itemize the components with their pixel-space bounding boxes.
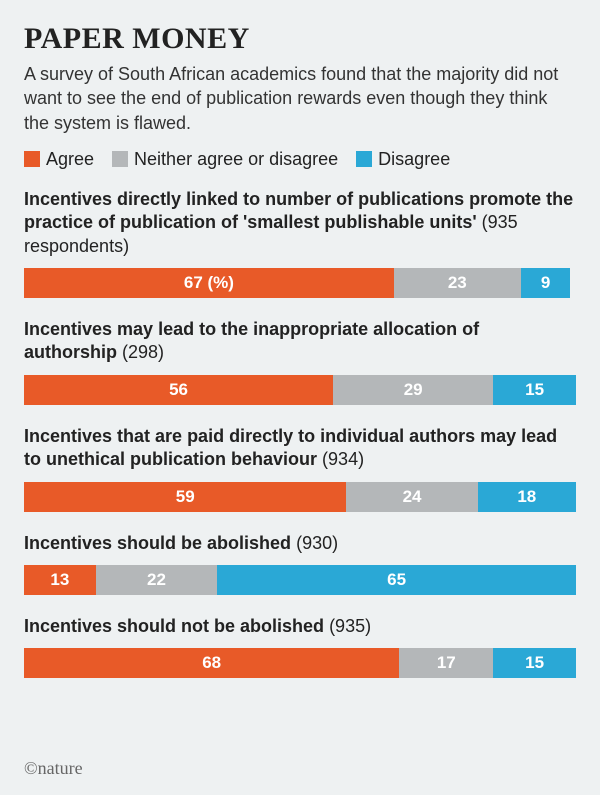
question-statement: Incentives that are paid directly to ind…	[24, 426, 557, 469]
bar-segment-disagree: 9	[521, 268, 571, 298]
legend-disagree: Disagree	[356, 149, 450, 170]
question-statement: Incentives should be abolished	[24, 533, 291, 553]
legend-agree-swatch	[24, 151, 40, 167]
stacked-bar: 592418	[24, 482, 576, 512]
question-statement: Incentives may lead to the inappropriate…	[24, 319, 479, 362]
question-text: Incentives may lead to the inappropriate…	[24, 318, 576, 365]
question-block: Incentives that are paid directly to ind…	[24, 425, 576, 512]
bar-segment-agree: 67 (%)	[24, 268, 394, 298]
question-block: Incentives directly linked to number of …	[24, 188, 576, 298]
stacked-bar: 681715	[24, 648, 576, 678]
bar-segment-agree: 13	[24, 565, 96, 595]
bar-segment-disagree: 15	[493, 648, 576, 678]
legend-neither-swatch	[112, 151, 128, 167]
bar-segment-agree: 59	[24, 482, 346, 512]
question-block: Incentives may lead to the inappropriate…	[24, 318, 576, 405]
bar-segment-agree: 56	[24, 375, 333, 405]
chart-subtitle: A survey of South African academics foun…	[24, 62, 576, 135]
stacked-bar: 132265	[24, 565, 576, 595]
chart-title: PAPER MONEY	[24, 22, 576, 56]
questions-container: Incentives directly linked to number of …	[24, 188, 576, 679]
question-respondents: (298)	[122, 342, 164, 362]
question-respondents: (930)	[296, 533, 338, 553]
question-text: Incentives should be abolished (930)	[24, 532, 576, 555]
bar-segment-agree: 68	[24, 648, 399, 678]
bar-segment-neither: 17	[399, 648, 493, 678]
bar-segment-disagree: 65	[217, 565, 576, 595]
legend-neither: Neither agree or disagree	[112, 149, 338, 170]
question-text: Incentives that are paid directly to ind…	[24, 425, 576, 472]
legend-agree-label: Agree	[46, 149, 94, 170]
question-text: Incentives directly linked to number of …	[24, 188, 576, 258]
bar-segment-disagree: 15	[493, 375, 576, 405]
legend-disagree-label: Disagree	[378, 149, 450, 170]
legend-disagree-swatch	[356, 151, 372, 167]
legend-agree: Agree	[24, 149, 94, 170]
stacked-bar: 67 (%)239	[24, 268, 576, 298]
question-statement: Incentives should not be abolished	[24, 616, 324, 636]
question-block: Incentives should be abolished (930) 1322…	[24, 532, 576, 595]
bar-segment-neither: 24	[346, 482, 477, 512]
legend: Agree Neither agree or disagree Disagree	[24, 149, 576, 170]
question-respondents: (934)	[322, 449, 364, 469]
bar-segment-neither: 29	[333, 375, 493, 405]
legend-neither-label: Neither agree or disagree	[134, 149, 338, 170]
question-text: Incentives should not be abolished (935)	[24, 615, 576, 638]
question-block: Incentives should not be abolished (935)…	[24, 615, 576, 678]
credit: ©nature	[24, 758, 83, 779]
question-respondents: (935)	[329, 616, 371, 636]
stacked-bar: 562915	[24, 375, 576, 405]
bar-segment-neither: 23	[394, 268, 521, 298]
bar-segment-neither: 22	[96, 565, 217, 595]
bar-segment-disagree: 18	[478, 482, 576, 512]
